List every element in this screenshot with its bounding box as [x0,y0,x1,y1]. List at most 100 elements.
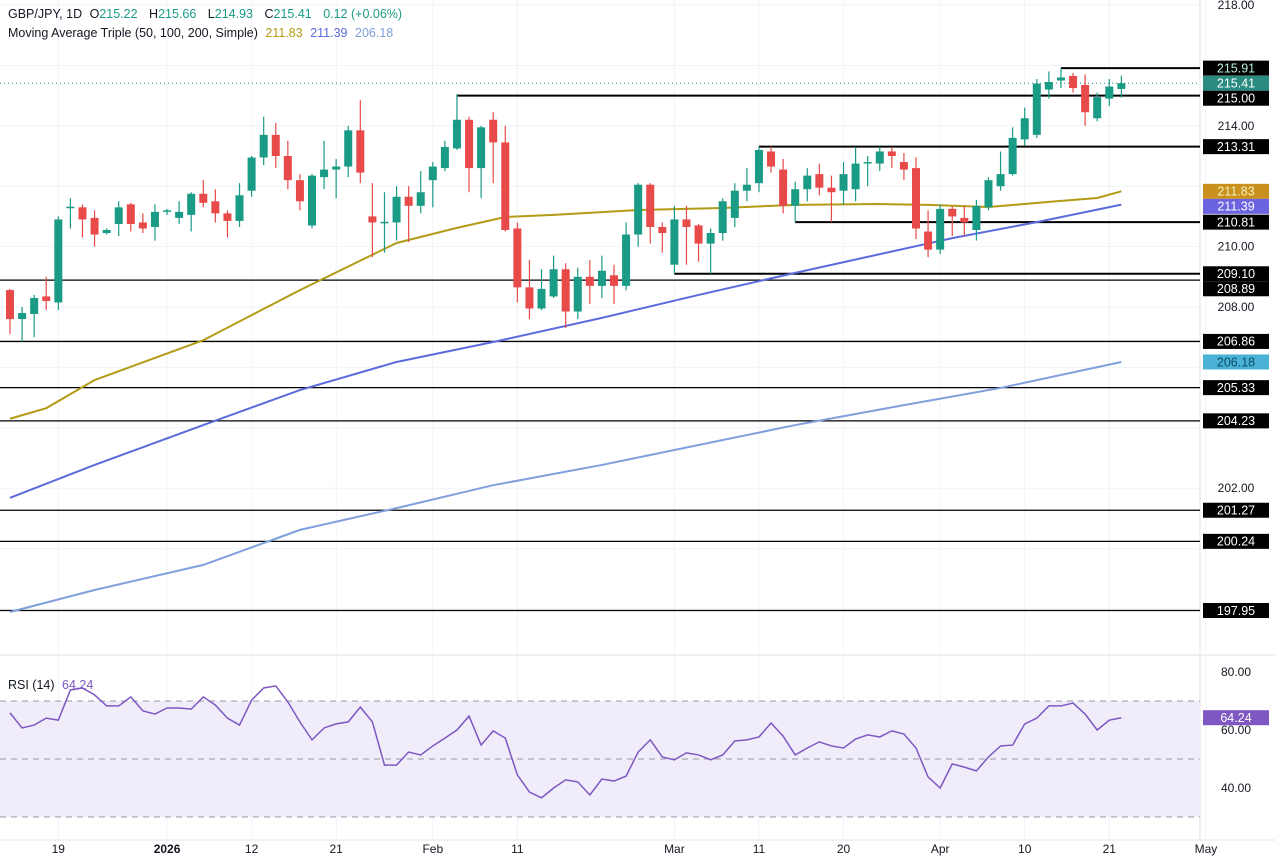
candle-body [211,201,220,214]
time-tick-label: 20 [837,842,851,856]
candle-up [440,140,449,172]
ma-legend: Moving Average Triple (50, 100, 200, Sim… [8,26,397,40]
candle-body [404,196,413,206]
candle-body [924,231,933,250]
candle-body [767,151,776,167]
candle-body [465,119,474,169]
candle-body [247,157,256,191]
candle-body [452,119,461,149]
candle-up [863,156,872,187]
candle-up [670,205,679,274]
high-label: H [149,7,159,21]
price-tick-label: 210.00 [1218,240,1255,254]
candle-body [175,211,184,218]
candle-down [561,263,570,329]
close-label: C [264,7,274,21]
level-price-tag-bg [1203,214,1269,230]
ohlc-open: O215.22 [90,7,142,21]
candle-body [791,189,800,206]
candle-up [163,208,172,215]
candle-body [585,276,594,286]
candle-down [42,276,51,311]
ma100-value: 211.39 [310,26,348,40]
candle-body [332,166,341,170]
candle-down [585,260,594,304]
time-tick-label: 2026 [154,842,181,856]
candle-up [839,162,848,205]
candle-up [308,174,316,229]
candle-up [791,181,800,223]
candle-body [851,163,860,190]
time-tick-label: 10 [1018,842,1032,856]
candle-body [513,228,522,288]
candle-up [706,228,715,274]
level-price-tag-text: 205.33 [1217,381,1255,395]
time-axis[interactable]: 19 2026 12 21 Feb 11 Mar 11 20 Apr 10 21 May [52,842,1218,856]
candle-body [730,190,739,218]
candle-body [66,206,75,209]
candle-down [525,260,534,320]
candle-body [102,229,111,234]
candle-up [573,267,582,320]
candle-up [30,294,39,338]
price-tick-label: 202.00 [1218,481,1255,495]
candle-up [875,146,884,172]
candle-down [283,140,292,190]
candle-body [573,276,582,312]
candle-down [78,204,87,238]
candle-body [1020,118,1029,140]
rsi-legend: RSI (14) 64.24 [8,678,97,692]
candle-body [646,184,655,227]
candle-body [887,151,896,156]
candle-up [1032,78,1041,138]
candle-up [150,204,159,241]
candle-body [114,207,123,224]
candle-body [428,166,437,181]
candle-body [1069,75,1078,89]
candle-body [682,219,691,227]
rsi-pane [0,685,1200,818]
candles [6,68,1126,342]
ohlc-close: C215.41 [264,7,315,21]
rsi-title[interactable]: RSI (14) [8,678,55,692]
candle-down [1081,74,1090,126]
open-value: 215.22 [99,7,138,21]
candle-up [984,177,993,211]
candle-body [706,233,715,244]
candle-up [332,159,341,199]
candle-body [742,184,751,191]
time-tick-label: 11 [753,842,766,856]
candle-down [489,112,498,184]
candle-body [138,222,147,229]
candle-up [114,201,123,237]
rsi-line [9,685,1122,799]
candle-up [187,192,196,232]
time-tick-label: Apr [931,842,950,856]
ma-title[interactable]: Moving Average Triple (50, 100, 200, Sim… [8,26,258,40]
candle-body [320,169,329,178]
price-tag: 215.41 [1203,75,1269,91]
candle-up [549,255,558,298]
candle-up [416,171,425,214]
symbol-label[interactable]: GBP/JPY, 1D [8,7,83,21]
candle-body [368,216,377,223]
price-axis[interactable]: 80.00 60.00 40.00 218.00 214.00 210.00 208.00 2… [1203,0,1269,795]
level-price-tag: 200.24 [1203,533,1269,549]
level-price-tag: 213.31 [1203,139,1269,155]
time-tick-label: 21 [1103,842,1117,856]
candle-body [718,201,727,234]
ma50-value: 211.83 [265,26,303,40]
level-price-tag-bg [1203,333,1269,349]
candle-up [320,140,329,190]
price-tag-text: 206.18 [1217,355,1255,369]
candle-body [416,192,425,206]
candle-up [936,204,945,255]
price-tick-label: 218.00 [1218,0,1255,12]
ma-line-ma200 [9,360,1122,613]
moving-averages [9,190,1122,613]
level-price-tag-text: 213.31 [1217,140,1255,154]
candle-down [271,122,280,169]
price-tick-label: 208.00 [1218,300,1255,314]
candle-down [960,205,969,237]
